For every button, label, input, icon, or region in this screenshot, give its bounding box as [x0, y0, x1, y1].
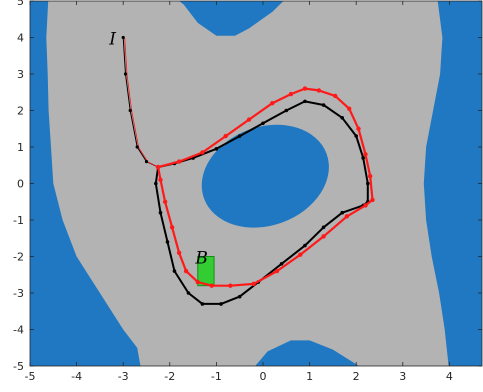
red-series-point — [274, 268, 280, 274]
red-series-point — [200, 150, 205, 155]
x-tick-label: -5 — [25, 370, 36, 383]
black-series-point — [154, 181, 158, 186]
red-series-point — [155, 164, 161, 170]
y-tick-label: 2 — [17, 105, 24, 118]
red-series-point — [195, 279, 200, 285]
regions-layer — [30, 1, 482, 366]
x-tick-label: -4 — [71, 370, 82, 383]
red-series-point — [169, 225, 175, 230]
x-tick-label: 4 — [446, 370, 453, 383]
x-tick-label: 1 — [306, 370, 313, 383]
initial-point — [121, 35, 125, 40]
red-series-point — [176, 250, 182, 256]
black-series-point — [340, 116, 345, 120]
y-tick-label: -4 — [13, 324, 24, 337]
black-series-point — [321, 225, 326, 230]
y-tick-label: -2 — [13, 251, 24, 264]
annotation-b: B — [194, 249, 208, 269]
red-series-point — [356, 126, 361, 131]
axes-layer: -5 -4 -3 -2 -1 0 1 2 3 4 5 4 3 2 1 0 -1 -2 -3 -4 -5 — [13, 0, 483, 383]
red-series-point — [363, 152, 368, 157]
red-series-point — [209, 283, 214, 288]
x-tick-label: -3 — [118, 370, 129, 383]
black-series-point — [261, 121, 265, 126]
black-series-point — [186, 291, 191, 295]
red-series-point — [183, 268, 189, 274]
black-series-point — [237, 294, 242, 299]
red-series-point — [251, 281, 256, 287]
y-tick-label: 3 — [17, 68, 24, 81]
x-tick-label: -1 — [211, 370, 222, 383]
x-tick-label: -2 — [164, 370, 175, 383]
red-series-point — [298, 252, 303, 257]
black-series-point — [284, 108, 289, 113]
black-series-point — [366, 181, 370, 186]
red-series-point — [270, 101, 275, 106]
red-series-point — [176, 159, 182, 164]
black-series-point — [219, 302, 223, 306]
y-tick-label: 4 — [17, 32, 24, 45]
y-tick-label: -3 — [13, 287, 24, 300]
red-series-point — [367, 174, 373, 179]
initial-point — [123, 72, 128, 76]
y-tick-label: 1 — [17, 141, 24, 154]
black-series-point — [158, 210, 163, 215]
black-series-point — [172, 269, 177, 273]
red-series-point — [162, 199, 168, 204]
red-series-point — [228, 283, 233, 288]
red-series-point — [370, 197, 375, 203]
initial-point — [144, 160, 149, 164]
black-series-point — [165, 240, 170, 244]
y-tick-label: -5 — [13, 360, 24, 373]
x-tick-label: 2 — [353, 370, 360, 383]
initial-point — [135, 145, 139, 149]
red-series-point — [158, 177, 163, 183]
initial-point — [128, 108, 132, 113]
red-series-line — [157, 87, 374, 287]
red-series-point — [223, 133, 228, 139]
black-series-point — [237, 134, 242, 138]
black-series-point — [214, 147, 219, 151]
x-tick-label: 3 — [399, 370, 406, 383]
annotation-i: I — [108, 30, 116, 50]
red-series-point — [288, 91, 294, 97]
black-series-point — [303, 243, 307, 248]
y-tick-label: -1 — [13, 214, 24, 227]
red-series-point — [363, 203, 368, 208]
black-series-point — [200, 302, 205, 306]
black-series-point — [321, 103, 326, 107]
black-series-point — [354, 134, 358, 138]
red-series-point — [246, 117, 252, 122]
y-tick-label: 5 — [17, 0, 24, 8]
trajectories-layer: IB — [108, 30, 375, 306]
black-series-point — [340, 210, 345, 215]
black-series-point — [361, 156, 365, 160]
black-series-point — [303, 99, 307, 104]
red-series-point — [321, 234, 326, 239]
black-series-point — [279, 262, 284, 266]
inner-obstacle-region — [201, 124, 329, 228]
red-series-point — [346, 106, 352, 111]
target-box — [197, 256, 215, 287]
red-series-point — [344, 214, 350, 219]
initial-segment-red-line — [124, 37, 160, 168]
y-tick-label: 0 — [17, 178, 24, 191]
red-series-point — [333, 93, 338, 99]
red-series-point — [302, 86, 308, 91]
x-tick-label: 0 — [259, 370, 266, 383]
red-series-point — [316, 88, 322, 93]
